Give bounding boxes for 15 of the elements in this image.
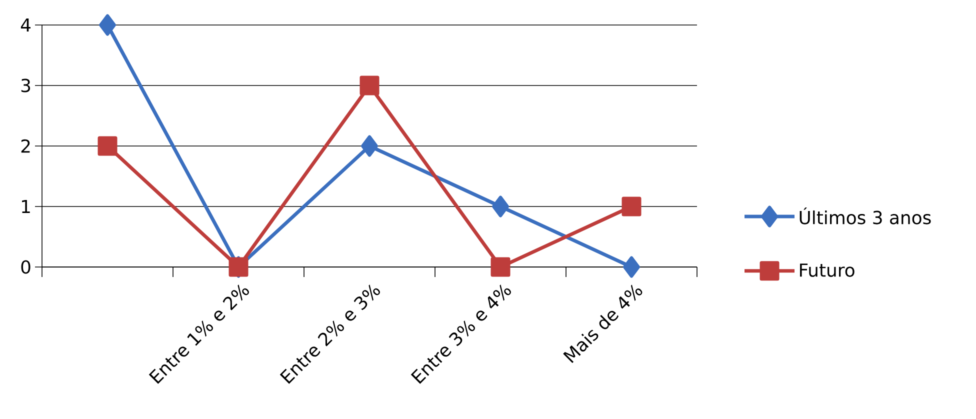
point — [99, 14, 116, 36]
y-tick-label: 2 — [21, 139, 30, 153]
y-tick-label: 3 — [21, 78, 30, 92]
point — [622, 196, 642, 216]
point — [98, 136, 118, 156]
point — [490, 257, 510, 277]
point — [360, 76, 380, 96]
legend-label: Últimos 3 anos — [800, 207, 931, 224]
legend-label: Futuro — [800, 264, 854, 277]
point — [623, 256, 640, 278]
point — [492, 196, 510, 218]
y-tick-label: 0 — [21, 260, 30, 274]
y-tick-label: 4 — [20, 18, 30, 32]
point — [361, 135, 378, 157]
y-tick-label: 1 — [22, 200, 30, 214]
